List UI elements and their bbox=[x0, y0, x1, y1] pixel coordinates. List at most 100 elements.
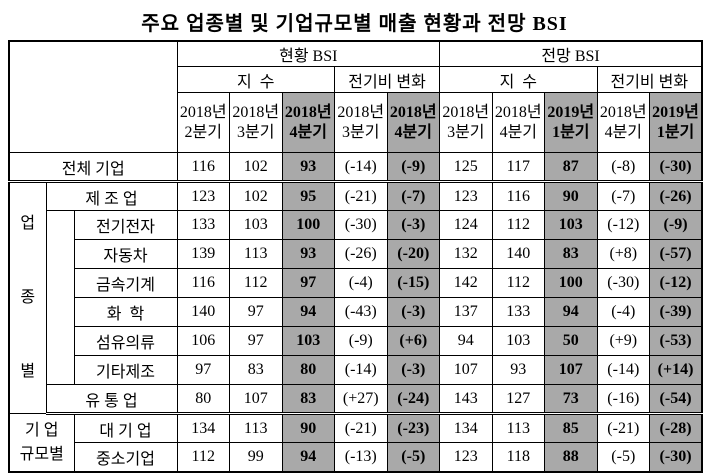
value-cell: 132 bbox=[439, 239, 493, 269]
value-cell: (-26) bbox=[649, 181, 703, 211]
value-cell: (+14) bbox=[649, 355, 703, 385]
value-cell: 93 bbox=[281, 152, 335, 183]
value-cell: (-21) bbox=[334, 413, 388, 443]
row-label: 전체 기업 bbox=[8, 152, 178, 183]
value-cell: 137 bbox=[439, 297, 493, 327]
row-large-firms: 기 업 규모별 대 기 업 134 113 90 (-21) (-23) 134… bbox=[8, 413, 703, 472]
row-group-size: 기 업 규모별 bbox=[8, 413, 75, 472]
value-cell: 90 bbox=[281, 413, 335, 443]
value-cell: 73 bbox=[544, 384, 598, 415]
value-cell: (-3) bbox=[386, 297, 441, 327]
value-cell: (-12) bbox=[596, 210, 651, 240]
value-cell: (-3) bbox=[386, 355, 441, 385]
value-cell: (-30) bbox=[649, 442, 703, 472]
value-cell: (-57) bbox=[649, 239, 703, 269]
value-cell: 94 bbox=[439, 326, 493, 356]
value-cell: (-12) bbox=[649, 268, 703, 298]
value-cell: (-4) bbox=[596, 297, 651, 327]
value-cell: (-9) bbox=[386, 152, 441, 183]
value-cell: 116 bbox=[176, 268, 230, 298]
col-header: 2018년 4분기 bbox=[386, 92, 441, 153]
value-cell: 83 bbox=[281, 384, 335, 415]
value-cell: (+8) bbox=[596, 239, 651, 269]
value-cell: (-4) bbox=[334, 268, 388, 298]
value-cell: (-7) bbox=[596, 181, 651, 211]
value-cell: 112 bbox=[176, 442, 230, 472]
col-header: 2018년 3분기 bbox=[334, 92, 388, 153]
value-cell: 90 bbox=[544, 181, 598, 211]
row-label: 기타제조 bbox=[73, 355, 178, 385]
value-cell: 103 bbox=[229, 210, 283, 240]
value-cell: (-53) bbox=[649, 326, 703, 356]
row-metal-machinery: 금속기계 116 112 97 (-4) (-15) 142 112 100 (… bbox=[9, 268, 703, 298]
value-cell: (-9) bbox=[649, 210, 703, 240]
value-cell: (-14) bbox=[334, 152, 388, 183]
value-cell: 100 bbox=[544, 268, 598, 298]
row-label: 금속기계 bbox=[73, 268, 178, 298]
value-cell: 113 bbox=[491, 413, 546, 443]
page-title: 주요 업종별 및 기업규모별 매출 현황과 전망 BSI bbox=[141, 13, 568, 35]
value-cell: 83 bbox=[229, 355, 283, 385]
value-cell: 106 bbox=[176, 326, 230, 356]
col-header: 2018년 4분기 bbox=[281, 92, 335, 153]
subheader-current-change: 전기비 변화 bbox=[333, 66, 441, 93]
value-cell: 97 bbox=[229, 297, 283, 327]
col-header: 2019년 1분기 bbox=[649, 92, 703, 153]
value-cell: (-24) bbox=[386, 384, 441, 415]
value-cell: 94 bbox=[544, 297, 598, 327]
value-cell: 80 bbox=[281, 355, 335, 385]
row-manufacturing: 업 종 별 제 조 업 123 102 95 (-21) (-7) 123 11… bbox=[8, 181, 703, 414]
value-cell: 93 bbox=[491, 355, 546, 385]
row-label: 제 조 업 bbox=[45, 181, 178, 211]
row-electronics: 전기전자 133 103 100 (-30) (-3) 124 112 103 … bbox=[9, 210, 703, 385]
value-cell: (-28) bbox=[649, 413, 703, 443]
value-cell: 113 bbox=[229, 413, 283, 443]
value-cell: 97 bbox=[229, 326, 283, 356]
col-header: 2018년 2분기 bbox=[176, 92, 230, 153]
value-cell: 97 bbox=[281, 268, 335, 298]
group-header-current-bsi: 현황 BSI bbox=[176, 40, 441, 67]
value-cell: 134 bbox=[176, 413, 230, 443]
value-cell: (-9) bbox=[334, 326, 388, 356]
value-cell: 123 bbox=[439, 181, 493, 211]
value-cell: 117 bbox=[491, 152, 546, 183]
value-cell: 124 bbox=[439, 210, 493, 240]
row-automobile: 자동차 139 113 93 (-26) (-20) 132 140 83 (+… bbox=[9, 239, 703, 269]
value-cell: 88 bbox=[544, 442, 598, 472]
value-cell: 139 bbox=[176, 239, 230, 269]
value-cell: (-8) bbox=[596, 152, 651, 183]
corner-cell bbox=[8, 40, 178, 153]
value-cell: 83 bbox=[544, 239, 598, 269]
value-cell: 116 bbox=[176, 152, 230, 183]
value-cell: 116 bbox=[491, 181, 546, 211]
value-cell: (-3) bbox=[386, 210, 441, 240]
value-cell: 94 bbox=[281, 297, 335, 327]
value-cell: (-23) bbox=[386, 413, 441, 443]
value-cell: 93 bbox=[281, 239, 335, 269]
value-cell: (-30) bbox=[334, 210, 388, 240]
value-cell: 133 bbox=[491, 297, 546, 327]
value-cell: (-15) bbox=[386, 268, 441, 298]
value-cell: 107 bbox=[544, 355, 598, 385]
value-cell: (-54) bbox=[649, 384, 703, 415]
value-cell: 80 bbox=[176, 384, 230, 415]
value-cell: 140 bbox=[176, 297, 230, 327]
value-cell: 123 bbox=[439, 442, 493, 472]
row-chemicals: 화 학 140 97 94 (-43) (-3) 137 133 94 (-4)… bbox=[9, 297, 703, 327]
value-cell: (-7) bbox=[386, 181, 441, 211]
header-row-subgroups: 지 수 전기비 변화 지 수 전기비 변화 bbox=[9, 66, 703, 93]
row-label: 자동차 bbox=[73, 239, 178, 269]
value-cell: 123 bbox=[176, 181, 230, 211]
value-cell: (-14) bbox=[334, 355, 388, 385]
value-cell: (+6) bbox=[386, 326, 441, 356]
value-cell: 127 bbox=[491, 384, 546, 415]
row-label: 섬유의류 bbox=[73, 326, 178, 356]
value-cell: (+9) bbox=[596, 326, 651, 356]
group-header-forecast-bsi: 전망 BSI bbox=[439, 40, 703, 67]
col-header: 2018년 4분기 bbox=[596, 92, 651, 153]
value-cell: 50 bbox=[544, 326, 598, 356]
row-textile-apparel: 섬유의류 106 97 103 (-9) (+6) 94 103 50 (+9)… bbox=[9, 326, 703, 356]
col-header: 2018년 4분기 bbox=[491, 92, 546, 153]
value-cell: (+27) bbox=[334, 384, 388, 415]
row-label: 대 기 업 bbox=[73, 413, 178, 443]
